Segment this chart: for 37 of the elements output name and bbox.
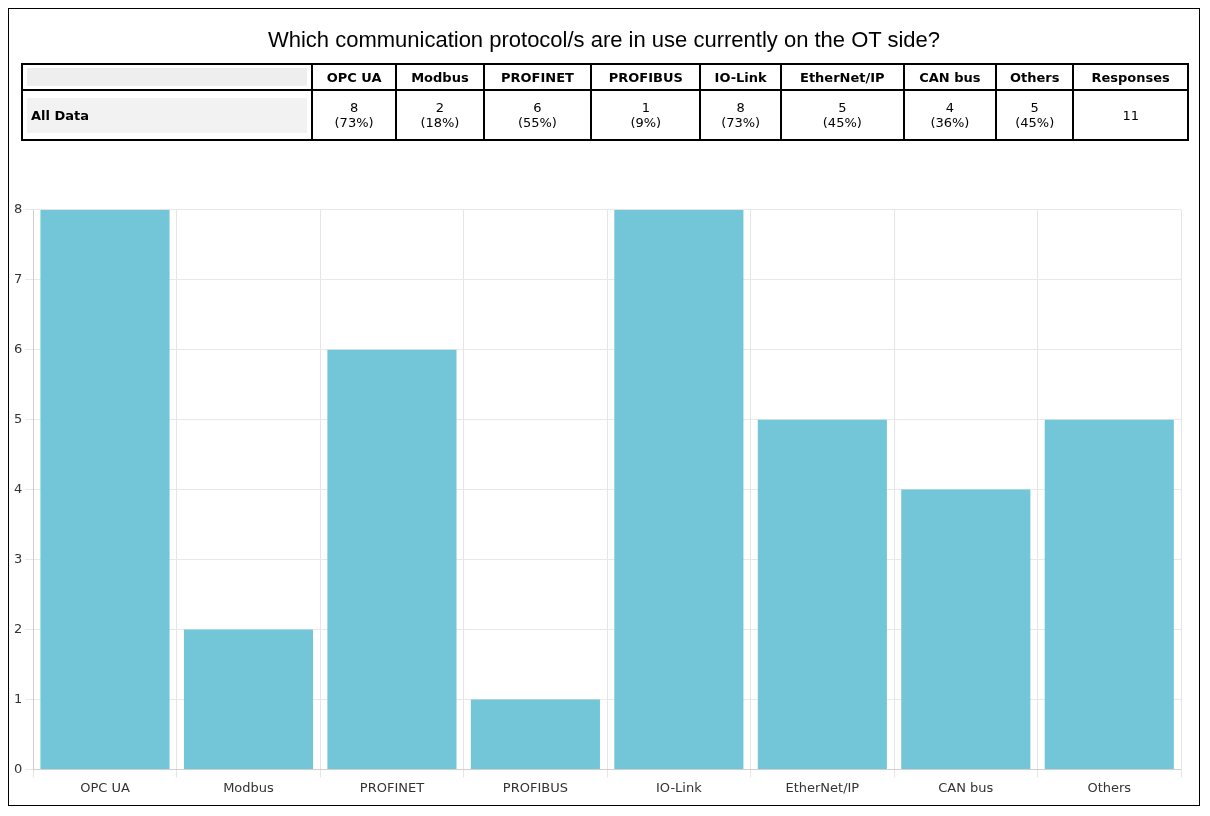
- text: 2 (18%): [396, 90, 484, 140]
- text: 8 (73%): [700, 90, 781, 140]
- x-tick-label: PROFINET: [359, 779, 425, 795]
- x-tick-label: CAN bus: [938, 779, 994, 795]
- chart-title: Which communication protocol/s are in use currently on the OT side?: [266, 27, 942, 53]
- x-tick-label: Modbus: [223, 779, 275, 795]
- y-tick-label: 6: [13, 341, 23, 357]
- text: 5 (45%): [780, 90, 904, 140]
- x-tick-label: OPC UA: [80, 779, 130, 795]
- x-tick-label: PROFIBUS: [502, 779, 568, 795]
- category-label: Others: [1009, 69, 1060, 85]
- y-tick-label: 4: [13, 480, 23, 496]
- y-tick-label: 8: [13, 201, 23, 217]
- category-label: PROFINET: [500, 69, 574, 85]
- y-tick-label: 1: [13, 690, 23, 706]
- text: 11: [1073, 90, 1188, 140]
- text: 8 (73%): [312, 90, 397, 140]
- text: Responses: [1073, 64, 1188, 90]
- y-tick-label: 5: [13, 411, 23, 427]
- x-tick-label: IO-Link: [655, 779, 703, 795]
- text: All Data: [27, 97, 307, 133]
- category-label: IO-Link: [714, 69, 767, 85]
- category-label: CAN bus: [919, 69, 981, 85]
- y-tick-label: 2: [13, 620, 23, 636]
- category-label: PROFIBUS: [608, 69, 683, 85]
- category-label: Modbus: [411, 69, 469, 85]
- category-label: EtherNet/IP: [800, 69, 885, 85]
- y-tick-label: 7: [13, 271, 23, 287]
- x-tick-label: EtherNet/IP: [785, 779, 860, 795]
- text: 4 (36%): [903, 90, 997, 140]
- x-tick-label: Others: [1087, 779, 1132, 795]
- text: 1 (9%): [591, 90, 701, 140]
- category-label: OPC UA: [326, 69, 382, 85]
- y-tick-label: 3: [13, 550, 23, 566]
- text: 5 (45%): [996, 90, 1074, 140]
- y-tick-label: 0: [13, 760, 23, 776]
- text: 6 (55%): [483, 90, 592, 140]
